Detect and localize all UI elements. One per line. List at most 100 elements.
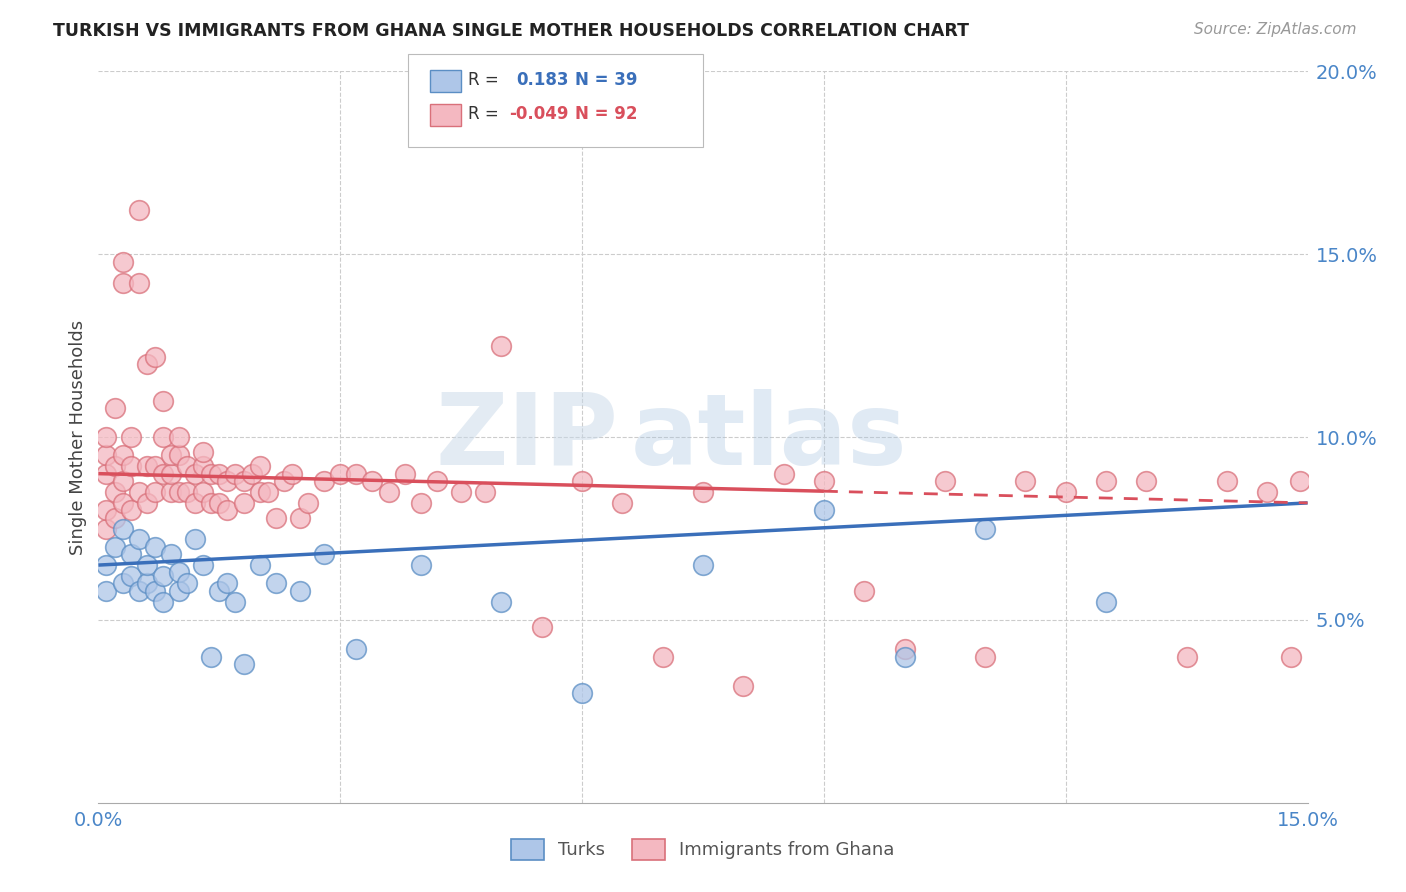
Point [96, 503, 118, 517]
Point [176, 485, 198, 500]
Point [1216, 474, 1239, 488]
Point [934, 474, 956, 488]
Point [200, 649, 222, 664]
Point [96, 448, 118, 462]
Point [249, 558, 271, 573]
Point [361, 474, 384, 488]
Point [111, 496, 134, 510]
Point [893, 642, 915, 657]
Point [571, 686, 593, 700]
Point [135, 576, 157, 591]
Point [409, 558, 432, 573]
Point [128, 485, 150, 500]
Point [103, 510, 125, 524]
Point [288, 510, 311, 524]
Point [160, 547, 183, 561]
Point [193, 558, 215, 573]
Text: N = 39: N = 39 [575, 71, 637, 89]
Point [128, 277, 150, 291]
Point [974, 521, 997, 535]
Point [733, 679, 755, 693]
Point [176, 459, 198, 474]
Point [128, 583, 150, 598]
Point [184, 467, 207, 481]
Point [143, 540, 166, 554]
Point [1256, 485, 1278, 500]
Point [96, 467, 118, 481]
Point [1175, 649, 1198, 664]
Point [344, 642, 367, 657]
Point [297, 496, 319, 510]
Point [281, 467, 304, 481]
Point [103, 540, 125, 554]
Point [200, 467, 222, 481]
Point [217, 576, 239, 591]
Point [232, 474, 254, 488]
Point [111, 474, 134, 488]
Point [853, 583, 876, 598]
Point [571, 474, 593, 488]
Point [152, 569, 174, 583]
Text: -0.049: -0.049 [509, 105, 568, 123]
Point [208, 583, 231, 598]
Text: R =: R = [468, 71, 499, 89]
Point [103, 485, 125, 500]
Point [184, 533, 207, 547]
Point [120, 547, 142, 561]
Point [772, 467, 794, 481]
Point [103, 459, 125, 474]
Point [120, 569, 142, 583]
Point [120, 430, 142, 444]
Point [135, 558, 157, 573]
Point [160, 485, 183, 500]
Point [692, 558, 714, 573]
Point [120, 503, 142, 517]
Point [184, 496, 207, 510]
Point [240, 467, 263, 481]
Point [224, 467, 246, 481]
Point [152, 467, 174, 481]
Point [167, 448, 190, 462]
Point [167, 583, 190, 598]
Point [974, 649, 997, 664]
Point [612, 496, 634, 510]
Point [103, 401, 125, 415]
Point [135, 357, 157, 371]
Point [264, 576, 287, 591]
Point [96, 430, 118, 444]
Point [256, 485, 278, 500]
Legend: Turks, Immigrants from Ghana: Turks, Immigrants from Ghana [505, 831, 901, 867]
Point [491, 338, 513, 352]
Point [143, 583, 166, 598]
Point [111, 448, 134, 462]
Point [893, 649, 915, 664]
Point [1135, 474, 1157, 488]
Point [224, 594, 246, 608]
Text: N = 92: N = 92 [575, 105, 637, 123]
Point [160, 467, 183, 481]
Point [474, 485, 496, 500]
Point [143, 350, 166, 364]
Point [176, 576, 198, 591]
Point [96, 558, 118, 573]
Point [217, 503, 239, 517]
Point [208, 467, 231, 481]
Point [111, 254, 134, 268]
Point [1054, 485, 1077, 500]
Point [273, 474, 295, 488]
Text: ZIP: ZIP [436, 389, 619, 485]
Point [143, 459, 166, 474]
Text: R =: R = [468, 105, 499, 123]
Point [167, 430, 190, 444]
Point [208, 496, 231, 510]
Point [217, 474, 239, 488]
Point [249, 459, 271, 474]
Point [152, 430, 174, 444]
Point [314, 474, 336, 488]
Point [1095, 594, 1118, 608]
Point [409, 496, 432, 510]
Point [128, 203, 150, 218]
Point [167, 485, 190, 500]
Point [314, 547, 336, 561]
Point [152, 393, 174, 408]
